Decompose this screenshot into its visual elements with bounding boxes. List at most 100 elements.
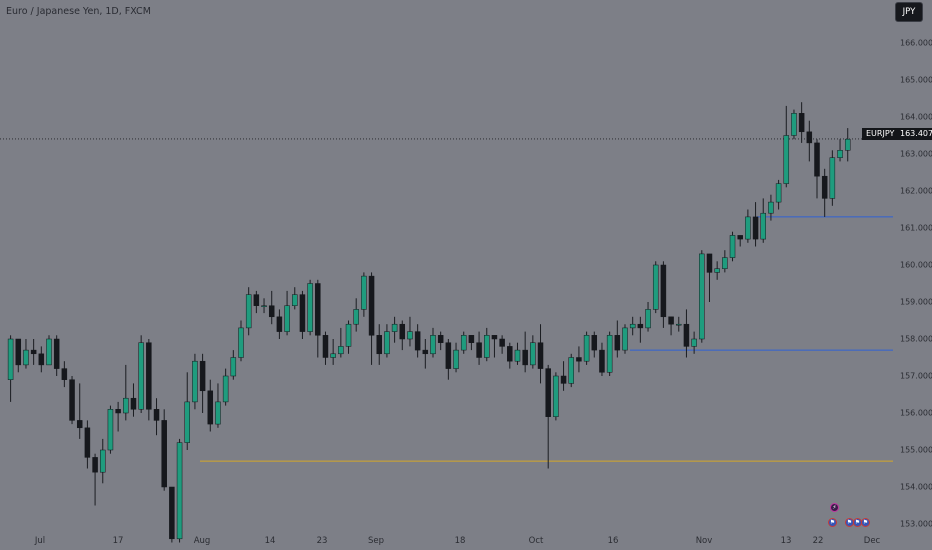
candle bbox=[829, 157, 836, 199]
flag-icon[interactable]: ⚑ bbox=[861, 518, 870, 527]
candle bbox=[61, 368, 68, 380]
candle bbox=[138, 342, 144, 410]
candle bbox=[514, 349, 521, 362]
candle bbox=[430, 335, 436, 355]
candle bbox=[453, 349, 459, 369]
candle bbox=[46, 338, 52, 366]
time-tick-label: Aug bbox=[193, 536, 211, 546]
candle bbox=[53, 338, 60, 369]
time-tick-label: Jul bbox=[34, 536, 46, 546]
candle bbox=[537, 342, 544, 369]
candle bbox=[23, 349, 29, 366]
candle bbox=[92, 457, 98, 473]
candle bbox=[660, 264, 667, 318]
candle bbox=[568, 357, 574, 384]
candle bbox=[652, 264, 659, 310]
candle bbox=[752, 216, 759, 240]
price-tick-label: 153.000 bbox=[900, 519, 932, 529]
time-tick-label: 16 bbox=[607, 536, 619, 546]
candle bbox=[775, 183, 782, 203]
flag-icon[interactable]: ⚑ bbox=[828, 518, 837, 527]
chart-title: Euro / Japanese Yen, 1D, FXCM bbox=[6, 6, 151, 17]
candle bbox=[222, 375, 229, 403]
candle bbox=[768, 201, 774, 214]
candle bbox=[15, 338, 22, 366]
current-price-badge: 163.407 bbox=[896, 128, 932, 140]
price-tick-label: 157.000 bbox=[900, 371, 932, 381]
candle bbox=[437, 335, 444, 343]
candle bbox=[622, 327, 628, 351]
candle bbox=[484, 335, 490, 358]
price-tick-label: 156.000 bbox=[900, 408, 932, 418]
candle bbox=[583, 335, 590, 362]
candle bbox=[146, 342, 152, 410]
candle bbox=[207, 390, 214, 425]
candle bbox=[245, 294, 252, 329]
candle bbox=[176, 442, 183, 540]
candle bbox=[837, 150, 843, 158]
candle bbox=[192, 360, 198, 403]
candle bbox=[760, 212, 766, 240]
price-tick-label: 166.000 bbox=[900, 38, 932, 48]
candle bbox=[806, 131, 813, 144]
candle bbox=[338, 346, 344, 355]
time-tick-label: Nov bbox=[695, 536, 713, 546]
candle bbox=[699, 253, 705, 340]
candle bbox=[284, 305, 290, 332]
candle bbox=[729, 235, 736, 258]
candle bbox=[268, 305, 275, 318]
time-tick-label: Dec bbox=[863, 536, 881, 546]
candle bbox=[376, 335, 382, 355]
candle bbox=[614, 335, 621, 351]
candle bbox=[629, 323, 636, 329]
currency-button[interactable]: JPY bbox=[895, 2, 923, 22]
price-tick-label: 161.000 bbox=[900, 223, 932, 233]
candle bbox=[230, 357, 237, 377]
candle bbox=[161, 420, 167, 488]
candle bbox=[783, 135, 790, 184]
lightning-icon[interactable]: ⚡ bbox=[830, 503, 839, 512]
candle bbox=[299, 294, 306, 332]
candle bbox=[345, 323, 352, 347]
time-tick-label: 22 bbox=[812, 536, 824, 546]
candle bbox=[606, 335, 613, 373]
candle bbox=[169, 486, 175, 540]
candle bbox=[576, 357, 582, 362]
candle bbox=[391, 323, 398, 332]
candle bbox=[130, 397, 137, 410]
candle bbox=[460, 335, 467, 351]
candle bbox=[30, 349, 37, 355]
symbol-price-badge: EURJPY bbox=[862, 128, 899, 140]
candle bbox=[591, 335, 598, 351]
candle bbox=[184, 401, 190, 443]
candle bbox=[553, 375, 559, 417]
candle bbox=[361, 275, 367, 310]
candle bbox=[38, 353, 45, 366]
candle bbox=[814, 142, 820, 177]
time-tick-label: 18 bbox=[454, 536, 466, 546]
price-tick-label: 164.000 bbox=[900, 112, 932, 122]
candle bbox=[153, 409, 160, 421]
candle bbox=[468, 335, 475, 343]
time-tick-label: 23 bbox=[316, 536, 328, 546]
candle bbox=[722, 257, 728, 269]
candle bbox=[261, 305, 267, 307]
time-tick-label: Oct bbox=[528, 536, 544, 546]
candle bbox=[107, 409, 114, 451]
candle bbox=[737, 235, 743, 240]
candle bbox=[507, 346, 513, 362]
candle bbox=[645, 309, 651, 329]
price-tick-label: 155.000 bbox=[900, 445, 932, 455]
candle bbox=[253, 294, 260, 306]
candle bbox=[683, 323, 690, 347]
candle bbox=[530, 342, 536, 366]
candle bbox=[69, 379, 75, 421]
candle bbox=[545, 368, 551, 417]
candle bbox=[491, 335, 498, 340]
time-tick-label: 17 bbox=[112, 536, 124, 546]
candle bbox=[821, 175, 828, 199]
price-tick-label: 162.000 bbox=[900, 186, 932, 196]
price-tick-label: 160.000 bbox=[900, 260, 932, 270]
candle bbox=[353, 309, 359, 325]
